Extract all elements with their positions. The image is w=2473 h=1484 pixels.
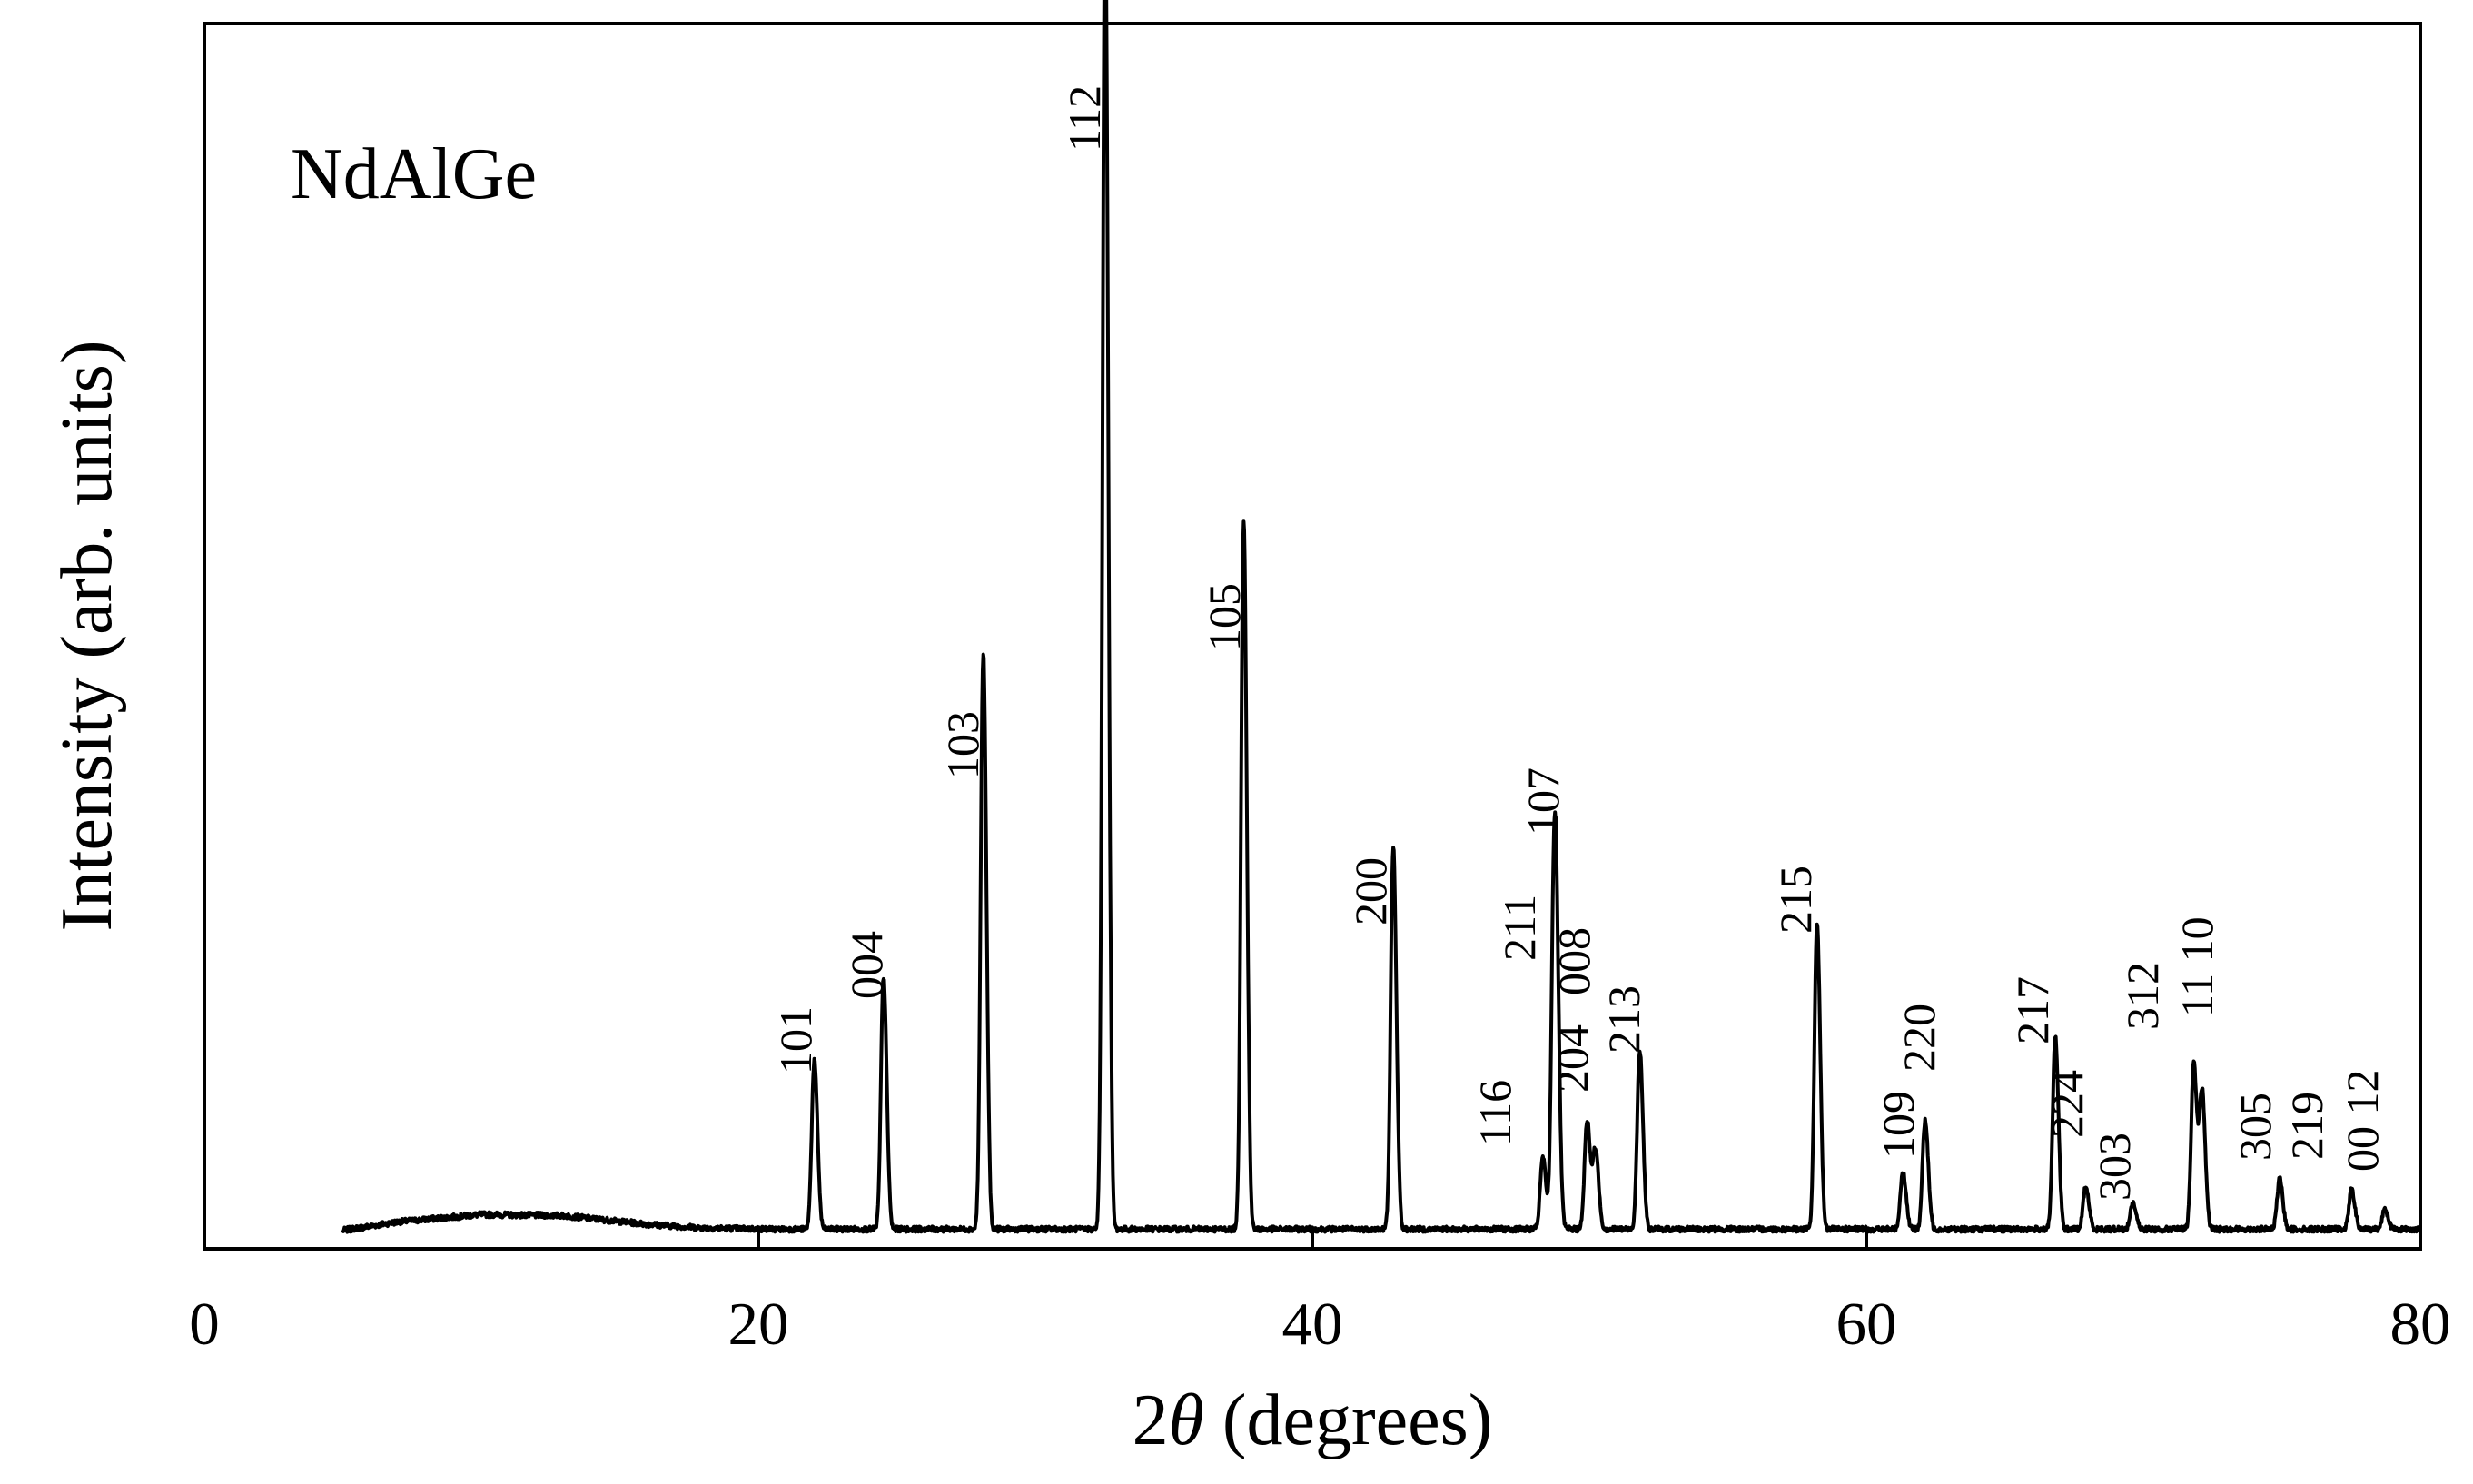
diffraction-pattern-line — [341, 0, 2422, 1234]
x-axis-title: 2θ (degrees) — [1133, 1380, 1493, 1460]
peak-label: 004 — [841, 931, 892, 999]
x-tick-label: 20 — [728, 1291, 789, 1358]
peak-label: 305 — [2230, 1093, 2280, 1161]
peak-label: 220 — [1894, 1004, 1944, 1072]
peak-label: 211 — [1494, 895, 1545, 961]
peak-label: 200 — [1345, 857, 1396, 925]
peak-label: 303 — [2089, 1133, 2140, 1201]
peak-label: 109 — [1873, 1091, 1924, 1159]
x-tick-label: 0 — [189, 1291, 220, 1358]
y-axis-title: Intensity (arb. units) — [47, 341, 127, 932]
peak-label: 105 — [1199, 583, 1250, 651]
x-axis-tick-labels: 0 20 40 60 80 — [189, 1291, 2450, 1358]
peak-label: 11 10 — [2171, 916, 2222, 1017]
sample-label: NdAlGe — [291, 134, 537, 214]
peak-label: 00 12 — [2337, 1070, 2388, 1172]
peak-label: 217 — [2007, 976, 2058, 1044]
peak-label: 204 — [1547, 1024, 1598, 1093]
peak-label: 101 — [770, 1006, 821, 1074]
peak-label: 103 — [937, 711, 988, 779]
peak-label: 112 — [1059, 85, 1110, 152]
peak-label: 224 — [2042, 1070, 2092, 1138]
x-tick-label: 40 — [1282, 1291, 1343, 1358]
peak-label: 219 — [2281, 1092, 2332, 1160]
peak-label: 215 — [1770, 866, 1821, 934]
x-tick-label: 80 — [2390, 1291, 2451, 1358]
x-tick-label: 60 — [1836, 1291, 1897, 1358]
peak-label: 213 — [1598, 985, 1649, 1054]
peak-label: 312 — [2117, 962, 2168, 1030]
peak-label: 116 — [1469, 1080, 1520, 1146]
peak-label: 107 — [1518, 767, 1568, 836]
peak-label: 008 — [1548, 927, 1599, 995]
